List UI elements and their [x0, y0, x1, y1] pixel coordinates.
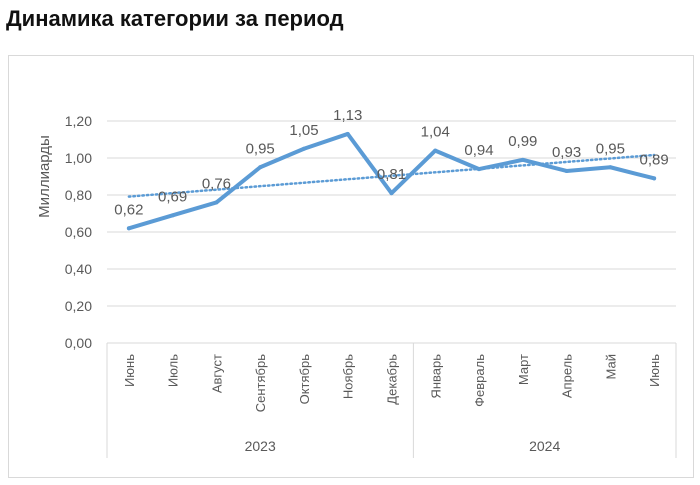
data-label: 1,13: [333, 107, 362, 124]
data-label: 1,05: [289, 122, 318, 139]
data-point: [433, 148, 438, 153]
x-tick-label: Февраль: [472, 354, 487, 407]
y-tick-label: 0,40: [65, 261, 92, 277]
data-label: 0,81: [377, 166, 406, 183]
data-point: [258, 165, 263, 170]
x-group-label: 2024: [529, 438, 560, 454]
data-point: [214, 200, 219, 205]
y-tick-label: 0,00: [65, 335, 92, 351]
y-axis-label: Миллиарды: [36, 135, 53, 218]
data-label: 0,89: [640, 151, 669, 168]
data-label: 0,93: [552, 144, 581, 161]
data-point: [608, 165, 613, 170]
data-point: [301, 146, 306, 151]
data-point: [170, 213, 175, 218]
data-label: 1,04: [421, 124, 450, 141]
x-tick-label: Октябрь: [297, 354, 312, 405]
y-tick-label: 1,20: [65, 113, 92, 129]
data-point: [126, 226, 131, 231]
x-tick-label: Июль: [166, 354, 181, 387]
data-point: [652, 176, 657, 181]
y-tick-label: 0,80: [65, 187, 92, 203]
chart-title: Динамика категории за период: [6, 6, 344, 31]
x-tick-label: Июнь: [647, 354, 662, 387]
x-tick-label: Апрель: [560, 354, 575, 398]
x-tick-label: Август: [209, 354, 224, 393]
data-label: 0,99: [508, 133, 537, 150]
data-label: 0,62: [114, 201, 143, 218]
x-tick-label: Июнь: [122, 354, 137, 387]
y-tick-label: 1,00: [65, 150, 92, 166]
data-label: 0,95: [596, 140, 625, 157]
x-tick-label: Май: [603, 354, 618, 379]
data-point: [477, 167, 482, 172]
x-tick-label: Сентябрь: [253, 354, 268, 412]
x-tick-label: Январь: [428, 354, 443, 399]
x-tick-label: Март: [516, 354, 531, 385]
data-point: [520, 157, 525, 162]
data-label: 0,95: [246, 140, 275, 157]
trendline: [127, 153, 656, 198]
data-point: [564, 168, 569, 173]
x-tick-label: Декабрь: [385, 354, 400, 405]
data-point: [389, 191, 394, 196]
x-tick-label: Ноябрь: [341, 354, 356, 399]
data-label: 0,76: [202, 175, 231, 192]
y-tick-label: 0,60: [65, 224, 92, 240]
x-group-label: 2023: [245, 438, 276, 454]
y-tick-label: 0,20: [65, 298, 92, 314]
data-label: 0,94: [464, 142, 493, 159]
data-label: 0,69: [158, 188, 187, 205]
chart-frame: [8, 55, 694, 478]
data-point: [345, 131, 350, 136]
